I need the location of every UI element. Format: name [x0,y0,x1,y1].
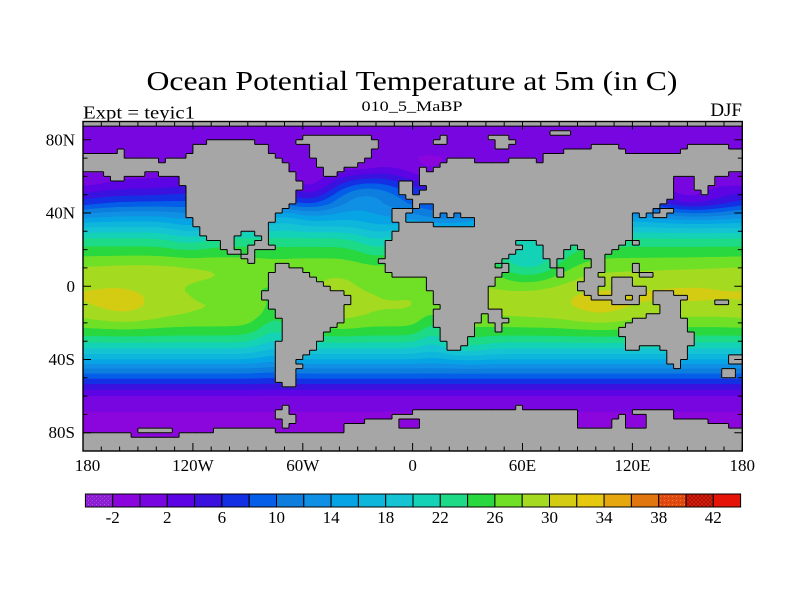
svg-text:22: 22 [432,508,449,527]
svg-text:0: 0 [67,277,76,296]
svg-text:120E: 120E [614,456,650,475]
svg-text:10: 10 [268,508,285,527]
svg-text:30: 30 [541,508,558,527]
svg-text:18: 18 [377,508,394,527]
svg-text:-2: -2 [106,508,120,527]
svg-text:40S: 40S [49,350,75,369]
svg-text:180: 180 [730,456,756,475]
svg-text:6: 6 [218,508,227,527]
svg-text:60W: 60W [286,456,320,475]
svg-text:14: 14 [323,508,341,527]
svg-text:180: 180 [75,456,101,475]
svg-text:Ocean Potential Temperature at: Ocean Potential Temperature at 5m (in C) [147,65,678,96]
svg-text:60E: 60E [509,456,536,475]
svg-text:120W: 120W [172,456,215,475]
svg-text:2: 2 [163,508,172,527]
svg-text:80S: 80S [49,423,75,442]
svg-text:38: 38 [650,508,667,527]
svg-text:42: 42 [705,508,722,527]
svg-text:26: 26 [486,508,503,527]
svg-text:010_5_MaBP: 010_5_MaBP [362,99,463,115]
svg-text:80N: 80N [46,130,75,149]
svg-text:34: 34 [596,508,614,527]
svg-text:DJF: DJF [710,100,742,121]
svg-text:40N: 40N [46,204,75,223]
svg-text:0: 0 [408,456,417,475]
svg-text:Expt = teyic1: Expt = teyic1 [83,103,195,123]
